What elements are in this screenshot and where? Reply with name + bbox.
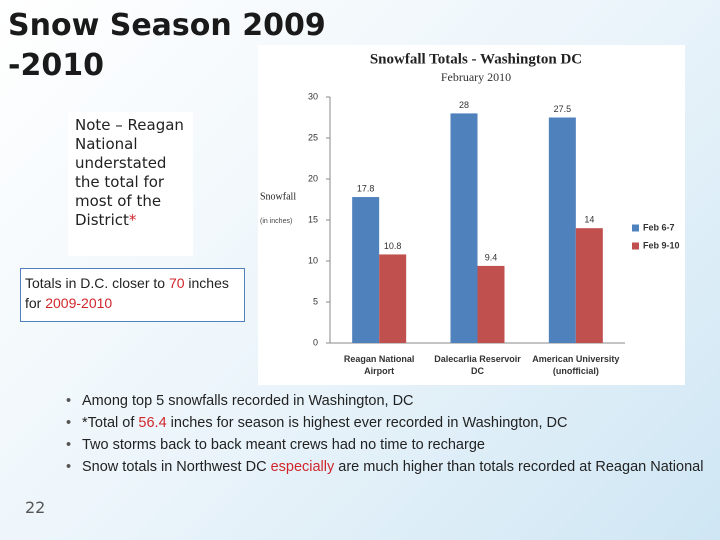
totals-box: Totals in D.C. closer to 70 inches for 2… bbox=[20, 268, 245, 322]
text-segment: Among top 5 snowfalls recorded in Washin… bbox=[82, 393, 414, 409]
highlight-text: 56.4 bbox=[138, 415, 167, 431]
note-asterisk: * bbox=[128, 211, 137, 229]
legend-swatch bbox=[632, 224, 639, 232]
highlight-text: especially bbox=[270, 459, 335, 475]
legend-label: Feb 9-10 bbox=[643, 240, 680, 250]
y-axis-label: Snowfall bbox=[260, 191, 296, 202]
text-segment: Snow totals in Northwest DC bbox=[82, 459, 271, 475]
y-tick-label: 15 bbox=[308, 214, 318, 224]
bullet: Among top 5 snowfalls recorded in Washin… bbox=[66, 390, 712, 412]
value-label: 27.5 bbox=[554, 104, 572, 114]
page-number: 22 bbox=[25, 498, 46, 517]
bar bbox=[450, 113, 478, 344]
y-tick-label: 0 bbox=[313, 337, 318, 347]
highlight-text: 70 bbox=[168, 275, 185, 291]
value-label: 17.8 bbox=[357, 183, 375, 193]
bullet-list: Among top 5 snowfalls recorded in Washin… bbox=[66, 390, 712, 478]
x-tick-label: Reagan National Airport bbox=[343, 354, 415, 376]
text-segment: inches for season is highest ever record… bbox=[166, 415, 568, 431]
y-tick-label: 25 bbox=[308, 132, 318, 142]
bullet: Snow totals in Northwest DC especially a… bbox=[66, 456, 712, 478]
text-segment: are much higher than totals recorded at … bbox=[334, 459, 704, 475]
chart: Snowfall Totals - Washington DC February… bbox=[258, 45, 685, 385]
bullet: Two storms back to back meant crews had … bbox=[66, 434, 712, 456]
bar bbox=[379, 254, 407, 343]
bar bbox=[477, 265, 505, 343]
chart-title: Snowfall Totals - Washington DC bbox=[370, 51, 582, 67]
value-label: 9.4 bbox=[485, 252, 498, 262]
value-label: 14 bbox=[584, 215, 594, 225]
chart-svg: Snowfall Totals - Washington DC February… bbox=[260, 51, 680, 347]
y-tick-label: 10 bbox=[308, 255, 318, 265]
y-axis-unit: (in inches) bbox=[260, 218, 292, 225]
y-tick-label: 5 bbox=[313, 296, 318, 306]
bar bbox=[352, 197, 380, 343]
y-tick-label: 30 bbox=[308, 91, 318, 101]
note-text: Note – Reagan National understated the t… bbox=[75, 116, 184, 229]
text-segment: inches for bbox=[25, 275, 229, 311]
bar bbox=[575, 228, 603, 343]
x-tick-label: American University (unofficial) bbox=[532, 354, 620, 376]
y-tick-label: 20 bbox=[308, 173, 318, 183]
highlight-text: 2009-2010 bbox=[45, 295, 113, 311]
legend-label: Feb 6-7 bbox=[643, 222, 675, 232]
slide-title: Snow Season 2009 -2010 bbox=[8, 8, 326, 83]
text-segment: Two storms back to back meant crews had … bbox=[82, 437, 485, 453]
note-box: Note – Reagan National understated the t… bbox=[68, 112, 193, 256]
legend-swatch bbox=[632, 242, 639, 250]
value-label: 10.8 bbox=[384, 241, 402, 251]
bar bbox=[548, 117, 576, 343]
x-tick-label: Dalecarlia Reservoir DC bbox=[434, 354, 521, 376]
chart-subtitle: February 2010 bbox=[441, 70, 511, 84]
text-segment: *Total of bbox=[82, 415, 139, 431]
text-segment: Totals in D.C. closer to bbox=[25, 275, 169, 291]
bullet: *Total of 56.4 inches for season is high… bbox=[66, 412, 712, 434]
value-label: 28 bbox=[459, 100, 469, 110]
